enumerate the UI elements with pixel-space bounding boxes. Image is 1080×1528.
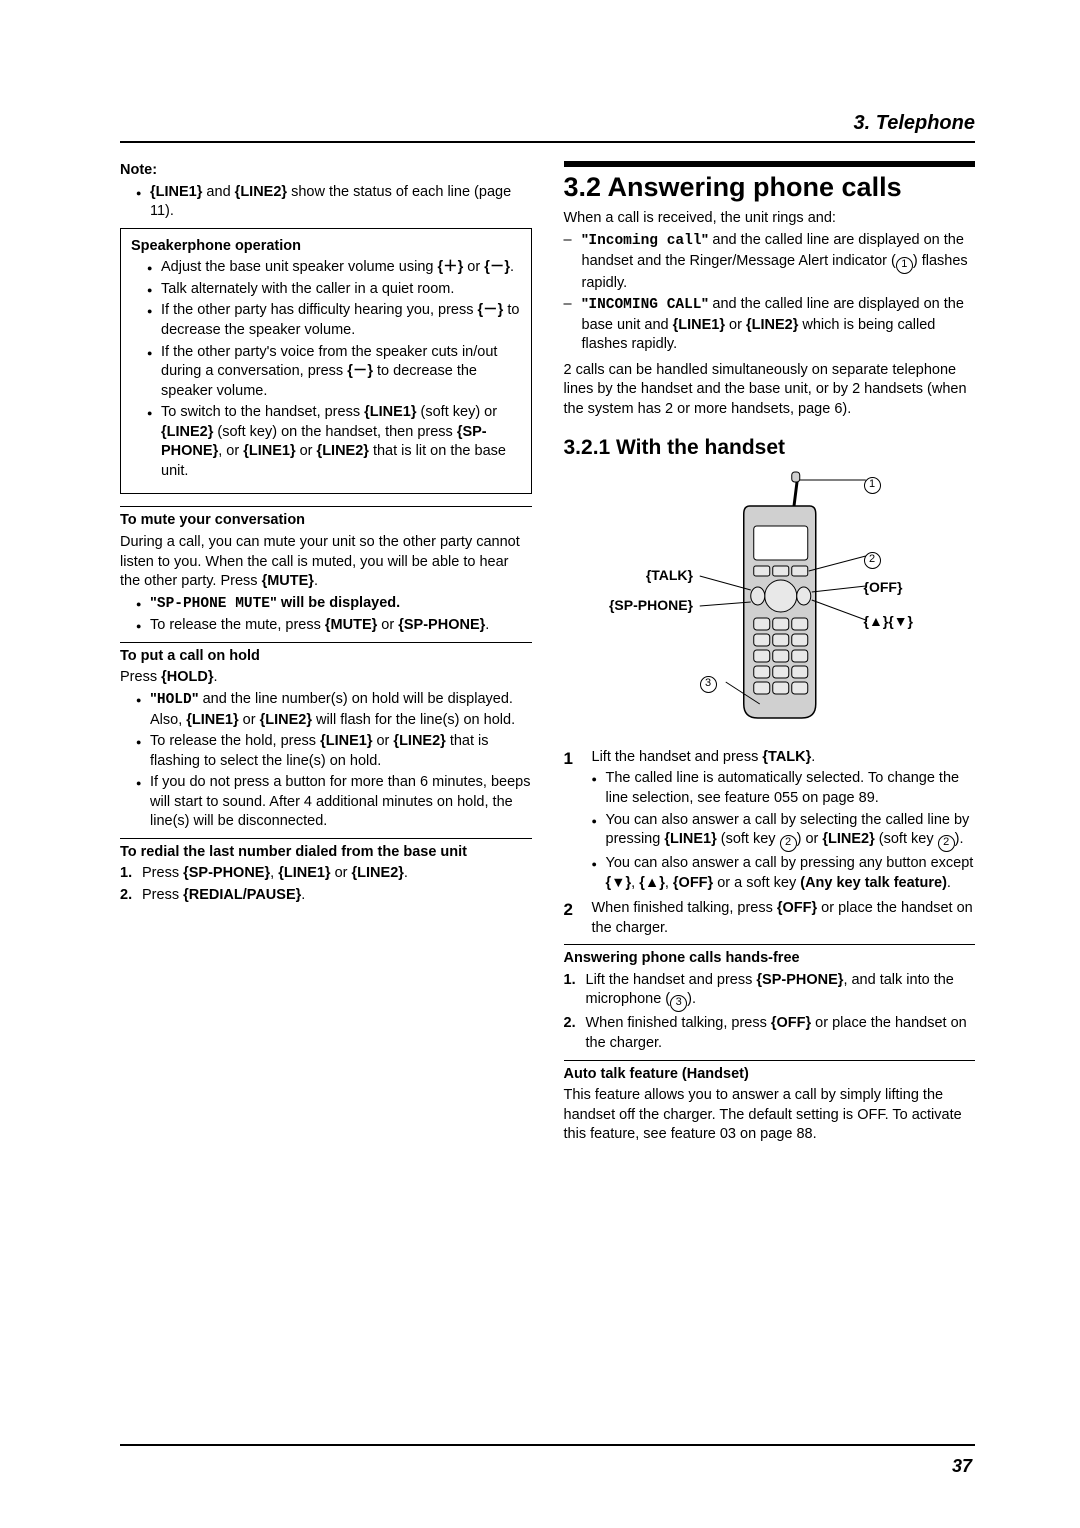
hold-body: Press {HOLD}. (120, 668, 532, 688)
label-arrows: {▲}{▼} (864, 612, 914, 631)
two-column-layout: Note: {LINE1} and {LINE2} show the statu… (120, 161, 975, 1147)
two-calls-text: 2 calls can be handled simultaneously on… (564, 361, 976, 420)
left-column: Note: {LINE1} and {LINE2} show the statu… (120, 161, 532, 1147)
mute-bullet: To release the mute, press {MUTE} or {SP… (136, 616, 532, 636)
sp-item: Adjust the base unit speaker volume usin… (147, 258, 521, 278)
divider (120, 642, 532, 643)
mute-list: "SP-PHONE MUTE" will be displayed. To re… (120, 594, 532, 636)
autotalk-body: This feature allows you to answer a call… (564, 1086, 976, 1145)
mute-bullet: "SP-PHONE MUTE" will be displayed. (136, 594, 532, 615)
incoming-list: "Incoming call" and the called line are … (564, 231, 976, 355)
bottom-rule (120, 1444, 975, 1446)
handset-steps: 1 Lift the handset and press {TALK}. The… (564, 748, 976, 939)
callout-2: 2 (864, 546, 881, 569)
section-heading: 3.2 Answering phone calls (564, 169, 976, 205)
divider (564, 944, 976, 945)
sp-item: If the other party has difficulty hearin… (147, 301, 521, 340)
hf-step: 2.When finished talking, press {OFF} or … (564, 1014, 976, 1053)
speakerphone-title: Speakerphone operation (131, 237, 521, 257)
handsfree-steps: 1.Lift the handset and press {SP-PHONE},… (564, 971, 976, 1054)
step-2: 2 When finished talking, press {OFF} or … (564, 899, 976, 938)
handset-figure: 1 2 {OFF} {▲}{▼} {TALK} {SP-PHONE} 3 (564, 468, 976, 738)
intro-text: When a call is received, the unit rings … (564, 209, 976, 229)
divider (564, 1060, 976, 1061)
divider (120, 506, 532, 507)
redial-step: 1.Press {SP-PHONE}, {LINE1} or {LINE2}. (120, 864, 532, 884)
hold-list: "HOLD" and the line number(s) on hold wi… (120, 690, 532, 832)
redial-steps: 1.Press {SP-PHONE}, {LINE1} or {LINE2}. … (120, 864, 532, 905)
mute-body: During a call, you can mute your unit so… (120, 533, 532, 592)
callout-1: 1 (864, 471, 881, 494)
redial-step: 2.Press {REDIAL/PAUSE}. (120, 886, 532, 906)
step1-bullet: The called line is automatically selecte… (592, 769, 976, 808)
speakerphone-list: Adjust the base unit speaker volume usin… (131, 258, 521, 481)
manual-page: 3. Telephone Note: {LINE1} and {LINE2} s… (0, 0, 1080, 1528)
redial-heading: To redial the last number dialed from th… (120, 843, 532, 863)
note-label: Note: (120, 161, 532, 181)
sp-item: If the other party's voice from the spea… (147, 343, 521, 402)
label-talk: {TALK} (646, 566, 693, 585)
hold-heading: To put a call on hold (120, 647, 532, 667)
hf-step: 1.Lift the handset and press {SP-PHONE},… (564, 971, 976, 1013)
note-bullet-list: {LINE1} and {LINE2} show the status of e… (120, 183, 532, 222)
step-1: 1 Lift the handset and press {TALK}. The… (564, 748, 976, 893)
step1-bullet: You can also answer a call by pressing a… (592, 854, 976, 893)
divider (120, 838, 532, 839)
label-spphone: {SP-PHONE} (609, 596, 693, 615)
section-bar (564, 161, 976, 167)
chapter-header: 3. Telephone (120, 110, 975, 143)
sp-item: To switch to the handset, press {LINE1} … (147, 403, 521, 481)
speakerphone-box: Speakerphone operation Adjust the base u… (120, 228, 532, 495)
page-number: 37 (952, 1454, 972, 1478)
hold-bullet: "HOLD" and the line number(s) on hold wi… (136, 690, 532, 730)
hold-bullet: If you do not press a button for more th… (136, 773, 532, 832)
callout-3: 3 (700, 670, 717, 693)
autotalk-heading: Auto talk feature (Handset) (564, 1065, 976, 1085)
incoming-item: "Incoming call" and the called line are … (564, 231, 976, 293)
subsection-heading: 3.2.1 With the handset (564, 434, 976, 462)
right-column: 3.2 Answering phone calls When a call is… (564, 161, 976, 1147)
handsfree-heading: Answering phone calls hands-free (564, 949, 976, 969)
incoming-item: "INCOMING CALL" and the called line are … (564, 295, 976, 355)
label-off: {OFF} (864, 578, 903, 597)
mute-heading: To mute your conversation (120, 511, 532, 531)
sp-item: Talk alternately with the caller in a qu… (147, 280, 521, 300)
hold-bullet: To release the hold, press {LINE1} or {L… (136, 732, 532, 771)
step1-bullet: You can also answer a call by selecting … (592, 811, 976, 853)
note-bullet: {LINE1} and {LINE2} show the status of e… (136, 183, 532, 222)
